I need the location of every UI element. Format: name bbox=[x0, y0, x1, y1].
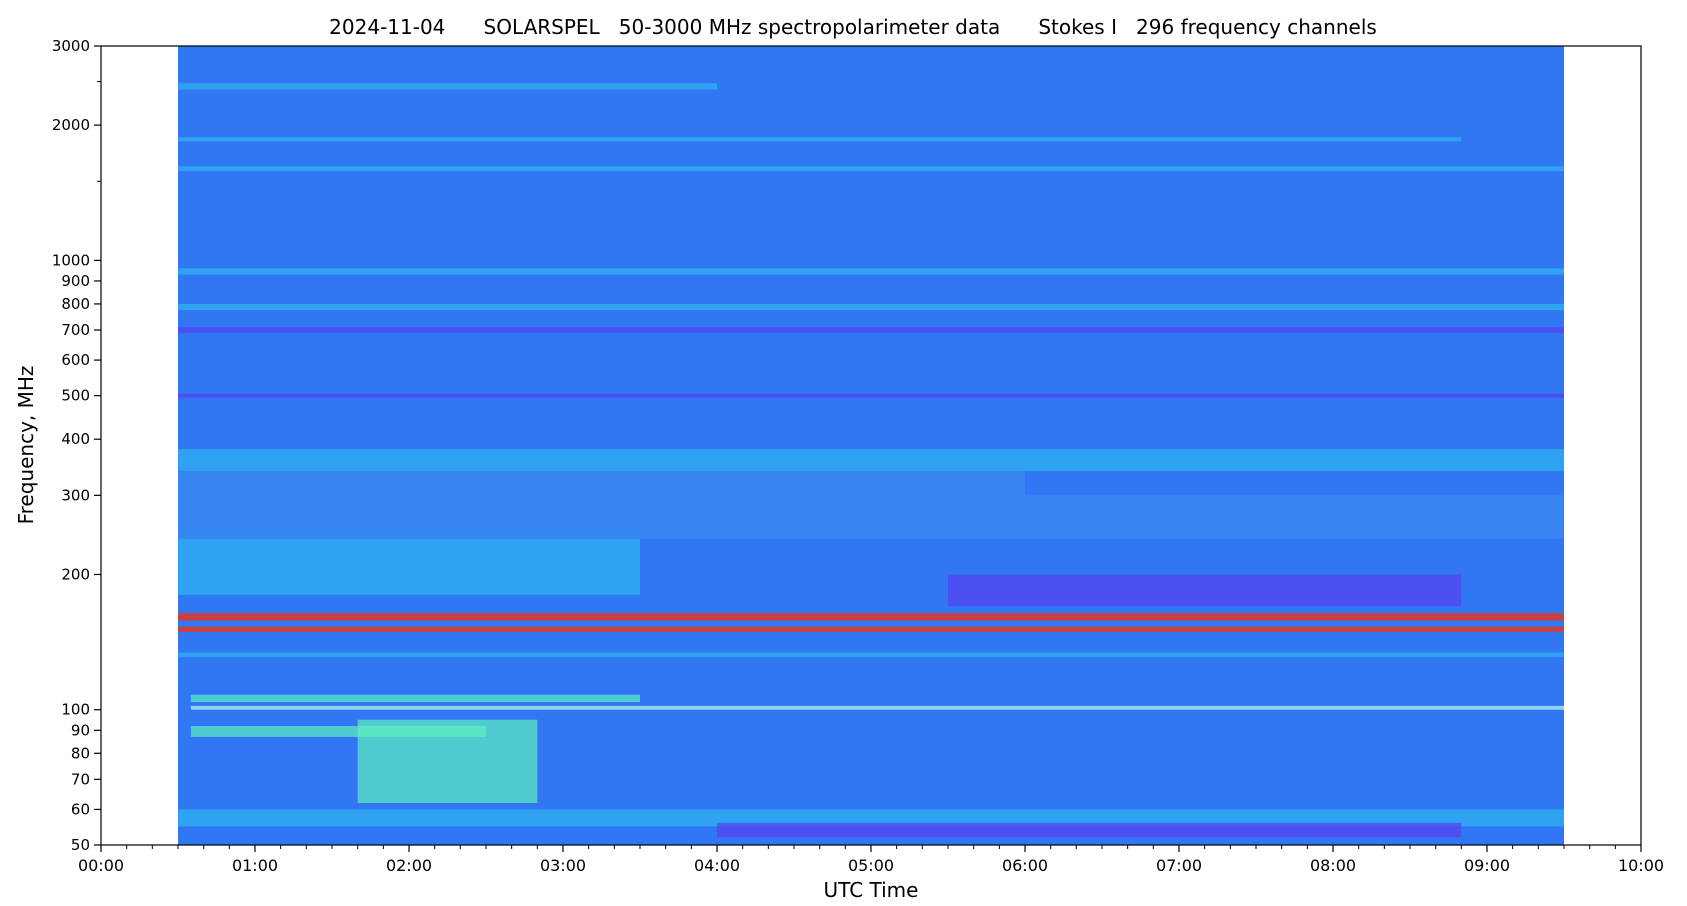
heatmap-band bbox=[178, 809, 1564, 827]
heatmap-band bbox=[178, 538, 640, 596]
x-axis-label: UTC Time bbox=[824, 878, 919, 902]
heatmap-band bbox=[178, 137, 1462, 142]
x-tick-label: 09:00 bbox=[1464, 856, 1510, 875]
y-tick-label: 100 bbox=[61, 701, 90, 719]
chart-title: 2024-11-04 SOLARSPEL 50-3000 MHz spectro… bbox=[329, 15, 1377, 39]
heatmap-band bbox=[178, 613, 1564, 621]
y-tick-label: 50 bbox=[71, 836, 90, 854]
heatmap-bands bbox=[178, 83, 1564, 838]
y-tick-label: 500 bbox=[61, 387, 90, 405]
y-tick-label: 80 bbox=[71, 744, 90, 762]
heatmap-band bbox=[178, 268, 1564, 275]
heatmap-band bbox=[178, 83, 717, 90]
y-axis: 3000 2000 1000 900 800 700 600 500 400 300 200 100 9… bbox=[52, 37, 101, 854]
x-tick-label: 10:00 bbox=[1618, 856, 1664, 875]
x-tick-label: 07:00 bbox=[1156, 856, 1202, 875]
x-tick-label: 06:00 bbox=[1002, 856, 1048, 875]
heatmap-band bbox=[178, 303, 1564, 311]
y-tick-label: 70 bbox=[71, 770, 90, 788]
y-tick-label: 200 bbox=[61, 565, 90, 583]
y-tick-label: 90 bbox=[71, 721, 90, 739]
plot-area bbox=[178, 46, 1564, 845]
x-tick-label: 02:00 bbox=[386, 856, 432, 875]
y-tick-label: 700 bbox=[61, 321, 90, 339]
y-tick-label: 800 bbox=[61, 295, 90, 313]
heatmap-background bbox=[178, 46, 1564, 845]
heatmap-band bbox=[717, 822, 1462, 838]
y-tick-label: 900 bbox=[61, 272, 90, 290]
heatmap-band bbox=[178, 449, 1564, 471]
heatmap-band bbox=[948, 574, 1462, 607]
x-tick-label: 08:00 bbox=[1310, 856, 1356, 875]
heatmap-band bbox=[190, 694, 641, 703]
heatmap-band bbox=[190, 726, 487, 737]
x-tick-label: 01:00 bbox=[232, 856, 278, 875]
heatmap-band bbox=[178, 495, 1564, 539]
heatmap-band bbox=[178, 626, 1564, 632]
heatmap-band bbox=[178, 166, 1564, 172]
y-tick-label: 400 bbox=[61, 430, 90, 448]
heatmap-band bbox=[178, 652, 1564, 658]
x-tick-label: 00:00 bbox=[78, 856, 124, 875]
heatmap-band bbox=[190, 705, 1564, 710]
y-tick-label: 300 bbox=[61, 486, 90, 504]
x-tick-label: 04:00 bbox=[694, 856, 740, 875]
x-tick-label: 03:00 bbox=[540, 856, 586, 875]
y-tick-label: 60 bbox=[71, 800, 90, 818]
y-tick-label: 1000 bbox=[52, 251, 90, 269]
heatmap-band bbox=[178, 393, 1564, 398]
heatmap-band bbox=[178, 470, 1025, 496]
y-axis-label: Frequency, MHz bbox=[14, 366, 38, 525]
heatmap-band bbox=[178, 327, 1564, 333]
y-tick-label: 3000 bbox=[52, 37, 90, 55]
heatmap-band bbox=[357, 719, 538, 804]
x-axis: 00:00 01:00 02:00 03:00 04:00 05:00 06:00 07:00… bbox=[78, 845, 1664, 875]
x-tick-label: 05:00 bbox=[848, 856, 894, 875]
y-tick-label: 600 bbox=[61, 351, 90, 369]
y-tick-label: 2000 bbox=[52, 116, 90, 134]
